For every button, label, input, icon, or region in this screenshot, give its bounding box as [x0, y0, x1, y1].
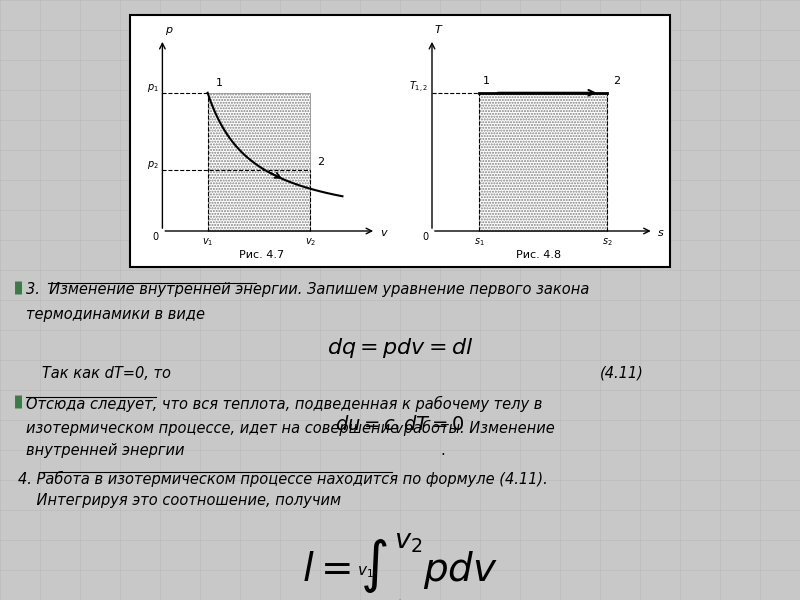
- Text: 0: 0: [422, 232, 429, 242]
- Text: $v_1$: $v_1$: [358, 564, 374, 580]
- Text: $p_2$: $p_2$: [146, 158, 158, 170]
- Text: $v_1$: $v_1$: [202, 236, 214, 248]
- Text: s: s: [658, 228, 663, 238]
- Text: 2: 2: [614, 76, 621, 86]
- Bar: [479, 93, 607, 231]
- Text: $T_{1,2}$: $T_{1,2}$: [409, 79, 428, 95]
- Text: $s_2$: $s_2$: [602, 236, 613, 248]
- Text: 2: 2: [317, 157, 324, 167]
- Text: $dq = pdv = dl$: $dq = pdv = dl$: [326, 336, 474, 360]
- Text: $du = c_v dT = 0$: $du = c_v dT = 0$: [335, 414, 465, 436]
- Text: 1: 1: [216, 77, 222, 88]
- Text: .: .: [440, 443, 445, 458]
- Text: $p_1$: $p_1$: [146, 82, 158, 94]
- Text: 0: 0: [153, 232, 159, 242]
- Text: .: .: [397, 587, 403, 600]
- FancyBboxPatch shape: [130, 15, 670, 267]
- Text: T: T: [434, 25, 441, 35]
- Text: Так как dT=0, то: Так как dT=0, то: [28, 366, 171, 381]
- Text: v: v: [380, 228, 386, 238]
- Text: внутренней энергии: внутренней энергии: [26, 443, 184, 458]
- Text: Рис. 4.7: Рис. 4.7: [238, 250, 284, 260]
- Text: изотермическом процессе, идет на совершение работы. Изменение: изотермическом процессе, идет на соверше…: [26, 420, 554, 436]
- Text: 3.  Изменение внутренней энергии. Запишем уравнение первого закона: 3. Изменение внутренней энергии. Запишем…: [26, 282, 589, 297]
- Text: $v_2$: $v_2$: [305, 236, 316, 248]
- Text: Рис. 4.8: Рис. 4.8: [516, 250, 562, 260]
- Text: Отсюда следует, что вся теплота, подведенная к рабочему телу в: Отсюда следует, что вся теплота, подведе…: [26, 396, 542, 412]
- Text: $s_1$: $s_1$: [474, 236, 484, 248]
- Text: 1: 1: [483, 76, 490, 86]
- Text: Интегрируя это соотношение, получим: Интегрируя это соотношение, получим: [18, 493, 341, 508]
- Bar: [208, 93, 310, 231]
- Text: $l = \int^{v_2} pdv$: $l = \int^{v_2} pdv$: [302, 531, 498, 596]
- Text: p: p: [165, 25, 172, 35]
- Text: термодинамики в виде: термодинамики в виде: [26, 307, 205, 322]
- Text: (4.11): (4.11): [600, 366, 644, 381]
- Text: 4. Работа в изотермическом процессе находится по формуле (4.11).: 4. Работа в изотермическом процессе нахо…: [18, 471, 547, 487]
